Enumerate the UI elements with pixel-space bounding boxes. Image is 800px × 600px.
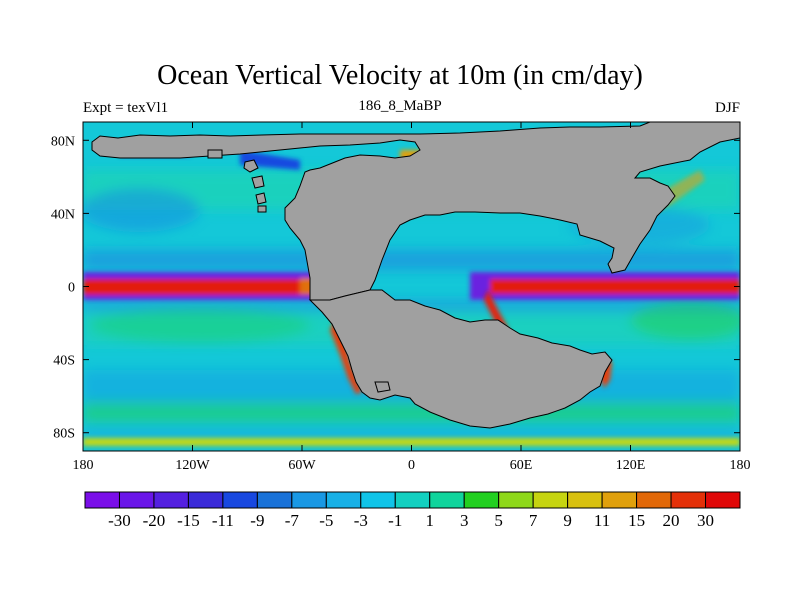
colorbar-swatch [636,491,672,509]
y-tick-label: 80S [53,427,75,442]
colorbar-swatch [118,491,155,509]
map-field [83,122,740,451]
colorbar-swatch [84,491,120,509]
y-tick-label: 0 [68,281,75,296]
x-tick-label: 0 [408,458,415,473]
colorbar-label: 9 [563,511,572,530]
season-label: DJF [714,100,740,116]
colorbar-swatch [360,491,396,509]
island-3 [255,192,267,205]
land [91,122,740,429]
colorbar-swatch [325,491,362,509]
colorbar-label: -30 [108,511,131,530]
time-period-label: 186_8_MaBP [358,98,442,114]
colorbar-label: 7 [529,511,538,530]
colorbar-swatch [601,491,638,509]
island-2 [251,175,265,189]
colorbar-label: 20 [663,511,680,530]
land-northern [91,122,740,301]
colorbar-label: -7 [285,511,300,530]
colorbar-swatch [532,491,569,509]
colorbar-label: -1 [388,511,402,530]
x-tick-label: 60E [510,458,533,473]
chart-title: Ocean Vertical Velocity at 10m (in cm/da… [157,60,643,91]
colorbar-swatch [670,491,707,509]
y-tick-label: 40S [53,354,75,369]
colorbar-label: -9 [250,511,264,530]
colorbar-swatch [222,491,258,509]
island-4 [257,205,267,213]
colorbar-label: 15 [628,511,645,530]
x-tick-label: 120W [175,458,210,473]
y-tick-label: 40N [51,207,75,222]
colorbar-label: -5 [319,511,333,530]
colorbar-label: 30 [697,511,714,530]
colorbar-swatch [153,491,189,509]
colorbar-swatch [394,491,431,509]
x-tick-label: 60W [288,458,316,473]
colorbar-swatch [463,491,500,509]
colorbar: -30 -20 -15 -11 -9 -7 -5 -3 -1 1 3 5 7 9 11 15 20 30 [84,491,741,530]
y-tick-label: 80N [51,134,75,149]
colorbar-label: 3 [460,511,469,530]
colorbar-label: 5 [494,511,503,530]
x-tick-label: 120E [616,458,646,473]
colorbar-label: 1 [425,511,434,530]
colorbar-swatch [705,491,741,509]
colorbar-swatch [567,491,603,509]
experiment-label: Expt = texVl1 [83,100,169,116]
island-5 [207,149,223,159]
x-tick-label: 180 [730,458,751,473]
colorbar-swatch [498,491,534,509]
colorbar-swatch [291,491,327,509]
equatorial-band [83,272,740,446]
colorbar-label: -3 [354,511,368,530]
island-1 [243,159,259,173]
colorbar-label: -11 [212,511,234,530]
land-southern [308,289,613,429]
colorbar-swatch [429,491,465,509]
colorbar-label: -20 [143,511,166,530]
colorbar-swatch [256,491,293,509]
y-axis: 80N 40N 0 40S 80S [51,134,740,442]
x-tick-label: 180 [73,458,94,473]
colorbar-label: 11 [594,511,610,530]
colorbar-swatch [187,491,224,509]
x-axis: 180 120W 60W 0 60E 120E 180 [73,122,751,473]
colorbar-label: -15 [177,511,200,530]
island-6 [374,381,391,393]
